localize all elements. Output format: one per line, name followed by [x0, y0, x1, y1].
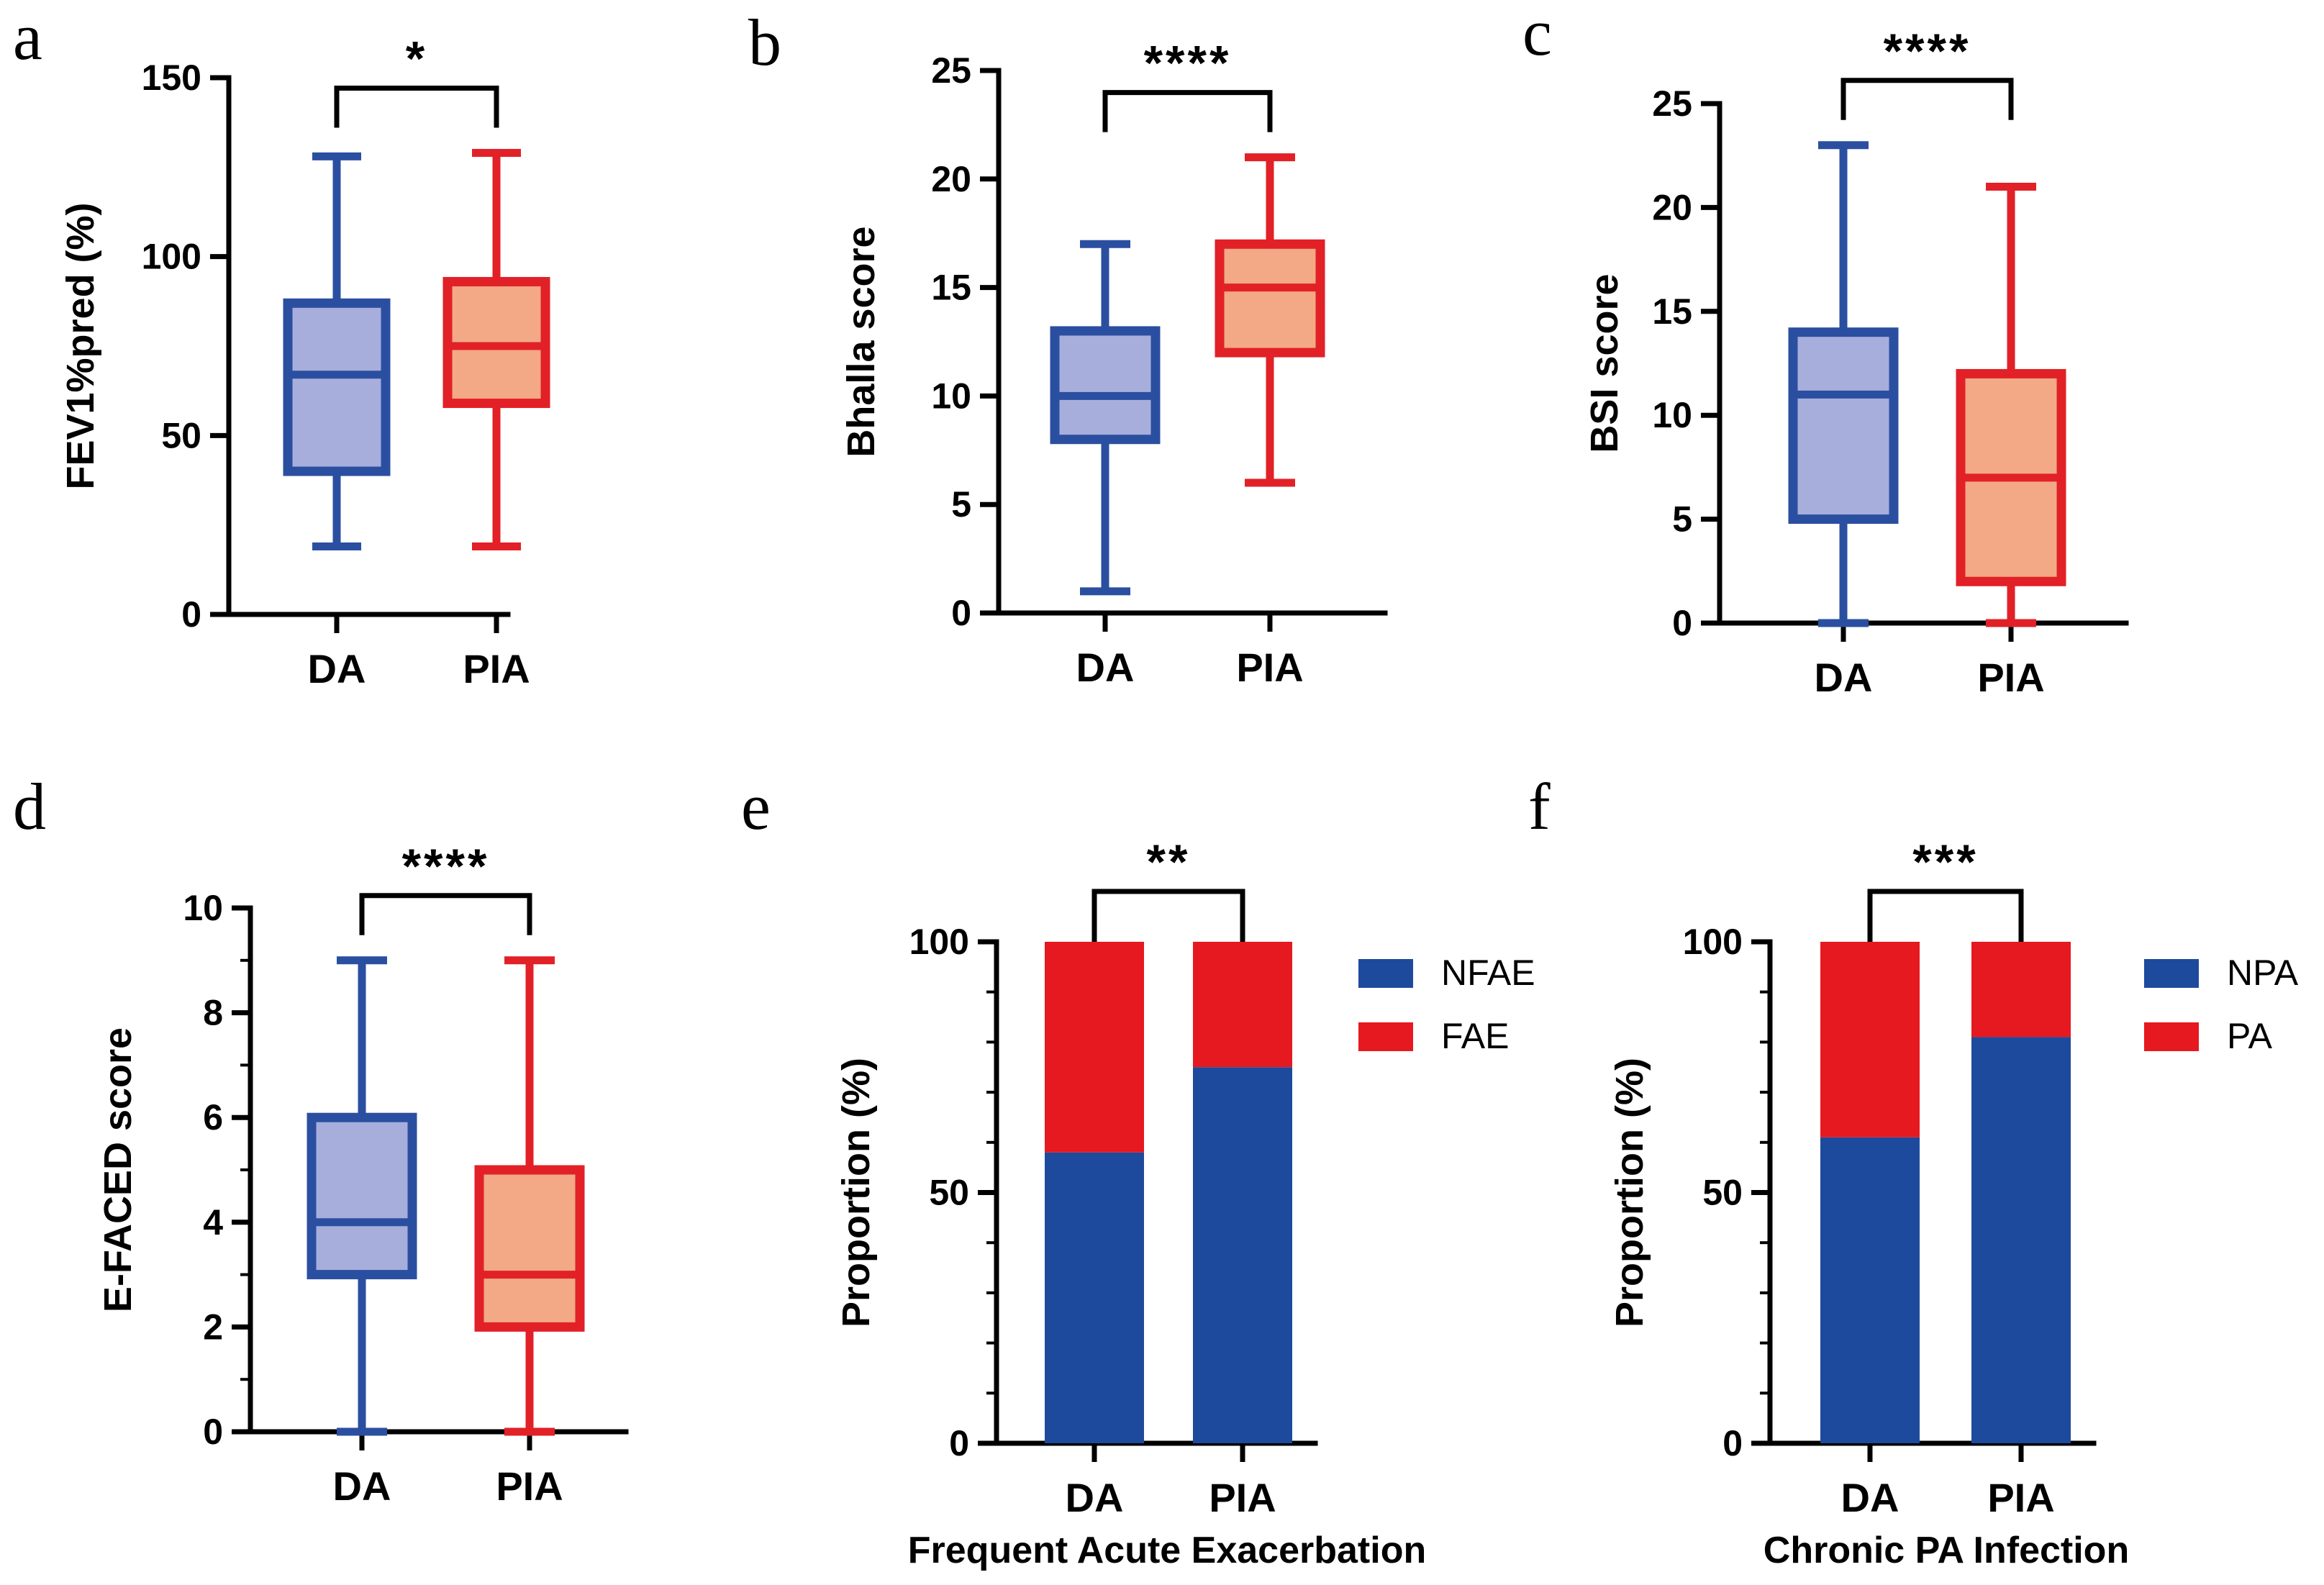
legend-swatch-NPA — [2144, 959, 2199, 988]
x-category-label: DA — [1066, 1475, 1124, 1520]
legend-swatch-FAE — [1358, 1022, 1413, 1051]
y-axis-title: E-FACED score — [96, 1027, 140, 1312]
legend-swatch-NFAE — [1358, 959, 1413, 988]
y-tick-label: 20 — [931, 159, 971, 199]
y-tick-label: 5 — [951, 484, 971, 524]
y-tick-label: 50 — [161, 415, 201, 455]
significance-label: **** — [1884, 24, 1971, 78]
y-tick-label: 8 — [203, 993, 223, 1033]
panel-c: c 0 5 10 15 20 25 BSI score DA PIA **** — [1522, 0, 2129, 700]
significance-bracket — [1840, 78, 2014, 120]
y-tick-label: 10 — [183, 888, 223, 928]
legend-label: NFAE — [1441, 953, 1535, 993]
bar-segment-NFAE — [1193, 1067, 1292, 1443]
legend-label: FAE — [1441, 1016, 1509, 1056]
y-tick-label: 25 — [931, 50, 971, 91]
box-iqr-DA — [1050, 326, 1161, 445]
bar-segment-NPA — [1971, 1037, 2071, 1443]
bar-segment-NPA — [1820, 1137, 1920, 1443]
significance-bracket — [1091, 889, 1245, 942]
legend-label: NPA — [2227, 953, 2299, 993]
x-category-label: PIA — [496, 1463, 563, 1509]
y-tick-label: 100 — [1683, 922, 1743, 962]
y-axis-title: BSI score — [1583, 273, 1626, 453]
bar-segment-PA — [1971, 942, 2071, 1037]
x-category-label: PIA — [1987, 1475, 2054, 1520]
y-axis-title: Bhalla score — [840, 226, 883, 457]
y-tick-label: 50 — [929, 1173, 969, 1213]
legend-label: PA — [2227, 1016, 2273, 1056]
y-tick-label: 0 — [1722, 1423, 1743, 1463]
significance-label: **** — [1144, 36, 1232, 91]
significance-bracket — [359, 893, 532, 935]
significance-label: * — [406, 31, 427, 86]
y-tick-label: 100 — [909, 922, 969, 962]
y-tick-label: 15 — [931, 268, 971, 308]
y-axis-title: FEV1%pred (%) — [59, 202, 102, 489]
x-category-label: PIA — [1209, 1475, 1276, 1520]
significance-label: **** — [402, 839, 490, 894]
bar-segment-PA — [1820, 942, 1920, 1137]
y-tick-label: 2 — [203, 1307, 223, 1347]
y-axis-title: Proportion (%) — [1608, 1058, 1651, 1327]
panel-b: b 0 5 10 15 20 25 Bhalla score DA PIA **** — [748, 6, 1388, 690]
panel-letter-d: d — [13, 770, 46, 843]
panel-letter-f: f — [1528, 770, 1551, 843]
y-tick-label: 0 — [951, 593, 971, 633]
legend-swatch-PA — [2144, 1022, 2199, 1051]
box-iqr-PIA — [1215, 239, 1325, 358]
panel-e: e 0 50 100 Proportion (%) DA PIA Frequent Acute… — [741, 770, 1535, 1571]
box-iqr-DA — [1788, 327, 1899, 524]
significance-label: ** — [1147, 835, 1191, 889]
x-category-label: DA — [1841, 1475, 1899, 1520]
box-iqr-DA — [307, 1112, 417, 1280]
y-tick-label: 50 — [1702, 1173, 1743, 1213]
panel-d: d 0 2 4 6 8 10 E-FACED score DA PIA **** — [13, 770, 629, 1509]
panel-letter-b: b — [748, 6, 781, 79]
x-category-label: DA — [1815, 655, 1873, 700]
y-tick-label: 0 — [203, 1412, 223, 1452]
y-tick-label: 0 — [1672, 603, 1692, 643]
x-axis-title: Chronic PA Infection — [1764, 1530, 2129, 1571]
x-axis-title: Frequent Acute Exacerbation — [908, 1530, 1426, 1571]
y-tick-label: 100 — [142, 237, 201, 277]
y-tick-label: 10 — [931, 376, 971, 416]
bar-segment-FAE — [1045, 942, 1144, 1153]
y-tick-label: 25 — [1652, 83, 1692, 124]
y-tick-label: 0 — [949, 1423, 969, 1463]
x-category-label: PIA — [1977, 655, 2044, 700]
y-tick-label: 6 — [203, 1097, 223, 1137]
x-category-label: PIA — [1236, 645, 1303, 690]
panel-letter-a: a — [13, 0, 42, 73]
y-tick-label: 15 — [1652, 291, 1692, 332]
y-tick-label: 0 — [181, 594, 201, 635]
panel-letter-e: e — [741, 770, 771, 843]
y-tick-label: 10 — [1652, 395, 1692, 435]
significance-label: *** — [1912, 835, 1978, 889]
x-category-label: PIA — [463, 646, 530, 691]
y-tick-label: 4 — [203, 1202, 223, 1243]
y-tick-label: 5 — [1672, 499, 1692, 540]
box-iqr-DA — [283, 298, 391, 476]
panel-a: a 0 50 100 150 FEV1%pred (%) DA PIA * — [13, 0, 550, 691]
significance-bracket — [1867, 889, 2024, 942]
y-tick-label: 150 — [142, 58, 201, 98]
x-category-label: DA — [333, 1463, 391, 1509]
bar-segment-FAE — [1193, 942, 1292, 1068]
bar-segment-NFAE — [1045, 1152, 1144, 1443]
y-tick-label: 20 — [1652, 187, 1692, 227]
y-axis-title: Proportion (%) — [835, 1058, 878, 1327]
significance-bracket — [334, 85, 499, 128]
x-category-label: DA — [1076, 645, 1135, 690]
significance-bracket — [1102, 90, 1273, 132]
box-iqr-PIA — [474, 1165, 585, 1332]
panel-letter-c: c — [1522, 0, 1552, 69]
panel-f: f 0 50 100 Proportion (%) DA PIA Chronic PA Inf… — [1528, 770, 2299, 1571]
x-category-label: DA — [308, 646, 366, 691]
